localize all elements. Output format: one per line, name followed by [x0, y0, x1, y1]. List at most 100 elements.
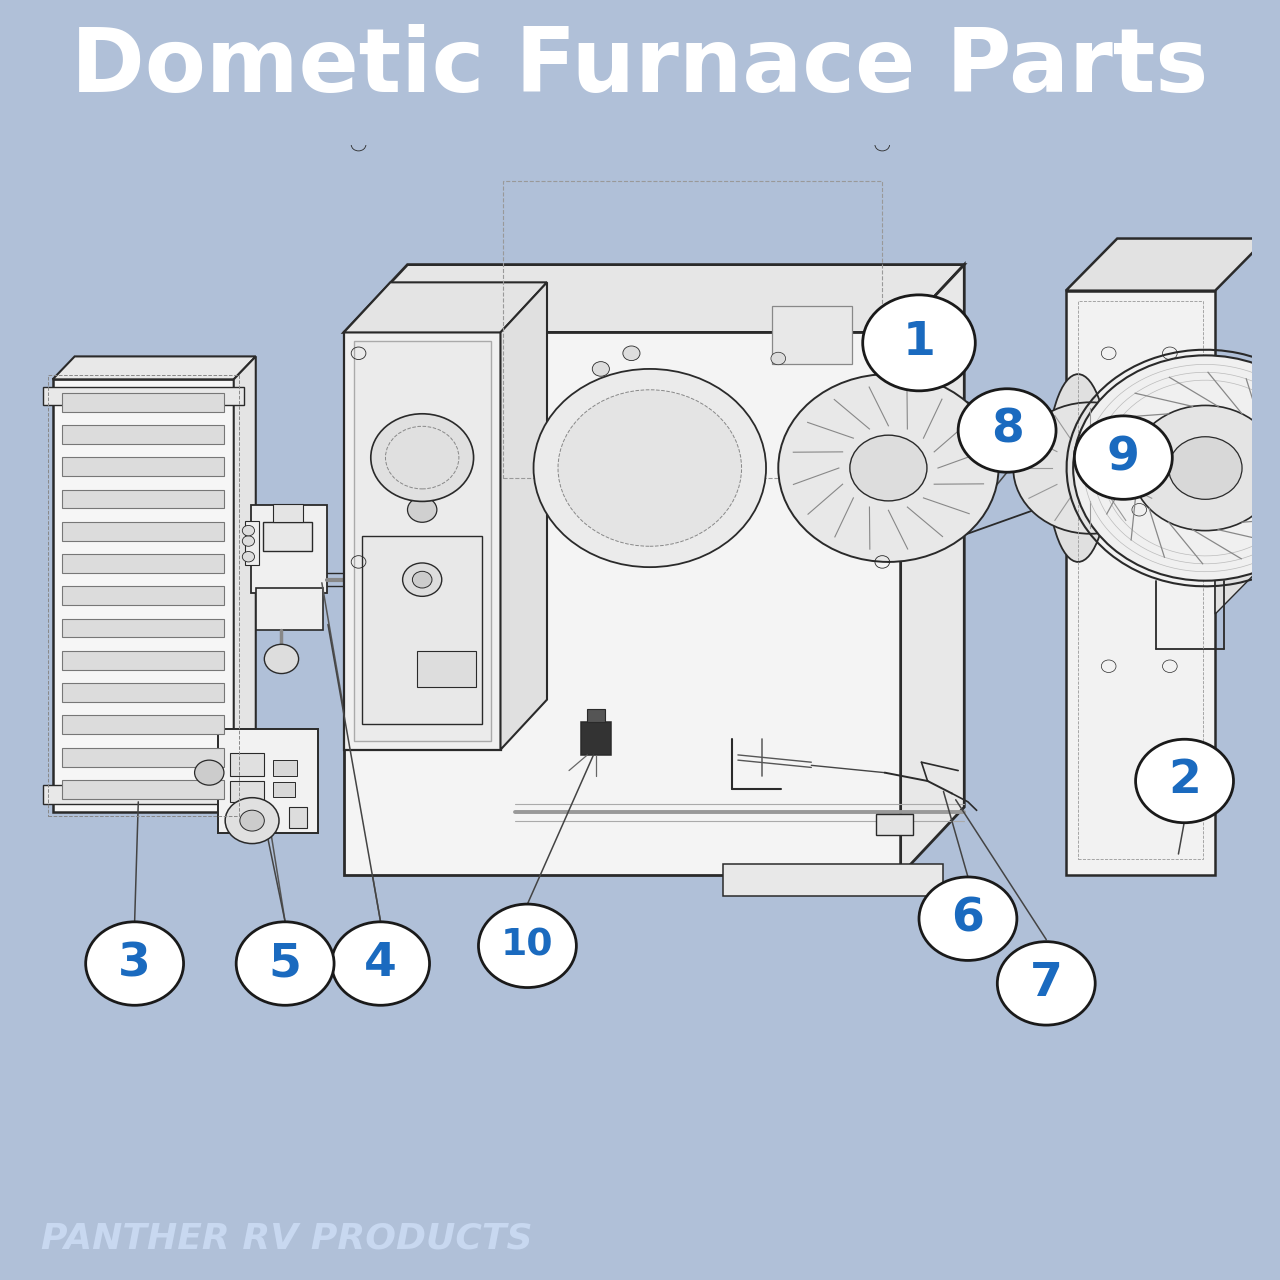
Bar: [63, 490, 224, 508]
Circle shape: [407, 497, 436, 522]
Circle shape: [593, 362, 609, 376]
Circle shape: [850, 435, 927, 500]
Circle shape: [1073, 356, 1280, 581]
Circle shape: [265, 644, 298, 673]
Circle shape: [654, 403, 671, 419]
Polygon shape: [344, 265, 964, 333]
Polygon shape: [1066, 238, 1266, 291]
Bar: [503, 182, 882, 479]
Bar: [289, 808, 307, 828]
Circle shape: [242, 525, 255, 536]
Bar: [344, 333, 500, 750]
Circle shape: [863, 294, 975, 390]
Bar: [63, 684, 224, 701]
Polygon shape: [1215, 458, 1266, 614]
Text: 6: 6: [951, 896, 984, 941]
Bar: [273, 782, 294, 796]
Circle shape: [534, 369, 765, 567]
Bar: [353, 340, 490, 741]
Bar: [723, 864, 943, 896]
Bar: [273, 760, 297, 776]
Bar: [244, 521, 260, 564]
Circle shape: [403, 563, 442, 596]
Bar: [588, 709, 604, 722]
Bar: [218, 728, 319, 833]
Text: 2: 2: [1169, 759, 1201, 804]
Ellipse shape: [1188, 424, 1226, 513]
Circle shape: [1276, 460, 1280, 476]
Ellipse shape: [1047, 374, 1108, 562]
Bar: [230, 781, 265, 801]
Polygon shape: [52, 356, 256, 379]
Bar: [63, 586, 224, 605]
Bar: [63, 780, 224, 799]
Circle shape: [479, 904, 576, 988]
Circle shape: [237, 922, 334, 1005]
Text: 8: 8: [991, 408, 1024, 453]
Bar: [230, 753, 265, 776]
Circle shape: [242, 536, 255, 547]
Bar: [256, 588, 323, 630]
Circle shape: [611, 388, 627, 402]
Bar: [63, 716, 224, 735]
Text: 4: 4: [364, 941, 397, 986]
Bar: [63, 522, 224, 540]
Text: 5: 5: [269, 941, 302, 986]
Circle shape: [1169, 436, 1242, 499]
Circle shape: [558, 390, 741, 547]
Text: 9: 9: [1107, 435, 1139, 480]
Circle shape: [239, 810, 265, 831]
Bar: [1066, 291, 1215, 876]
Text: 3: 3: [118, 941, 151, 986]
Bar: [63, 618, 224, 637]
Bar: [63, 457, 224, 476]
Bar: [63, 425, 224, 444]
Circle shape: [623, 346, 640, 361]
Bar: [63, 393, 224, 412]
Circle shape: [86, 922, 183, 1005]
Bar: [42, 387, 243, 406]
Circle shape: [598, 413, 616, 429]
Circle shape: [1074, 453, 1107, 483]
Bar: [772, 306, 851, 364]
Circle shape: [195, 760, 224, 785]
Circle shape: [1132, 406, 1279, 531]
Bar: [1078, 301, 1203, 859]
Circle shape: [371, 413, 474, 502]
Bar: [42, 785, 243, 804]
Circle shape: [1074, 416, 1172, 499]
Circle shape: [412, 571, 431, 588]
Bar: [1151, 376, 1193, 434]
Circle shape: [1014, 402, 1167, 534]
Circle shape: [635, 429, 653, 444]
Bar: [251, 504, 326, 593]
Text: 10: 10: [502, 928, 554, 964]
Bar: [273, 503, 303, 522]
Polygon shape: [500, 283, 547, 750]
Bar: [52, 379, 234, 813]
Polygon shape: [901, 265, 964, 876]
Bar: [344, 333, 901, 876]
Bar: [63, 652, 224, 669]
Circle shape: [959, 389, 1056, 472]
Circle shape: [1265, 449, 1280, 486]
Text: PANTHER RV PRODUCTS: PANTHER RV PRODUCTS: [41, 1221, 532, 1256]
Circle shape: [771, 352, 786, 365]
Text: 1: 1: [902, 320, 936, 365]
Circle shape: [997, 942, 1096, 1025]
Circle shape: [1135, 740, 1234, 823]
Bar: [581, 722, 611, 755]
Bar: [417, 650, 476, 687]
Polygon shape: [234, 356, 256, 813]
Bar: [264, 522, 312, 552]
Bar: [362, 536, 483, 723]
Text: Dometic Furnace Parts: Dometic Furnace Parts: [72, 24, 1208, 111]
Circle shape: [225, 797, 279, 844]
Circle shape: [332, 922, 430, 1005]
Bar: [63, 748, 224, 767]
Bar: [47, 375, 238, 817]
Circle shape: [919, 877, 1016, 960]
Polygon shape: [344, 283, 547, 333]
Circle shape: [242, 552, 255, 562]
Bar: [877, 814, 913, 836]
